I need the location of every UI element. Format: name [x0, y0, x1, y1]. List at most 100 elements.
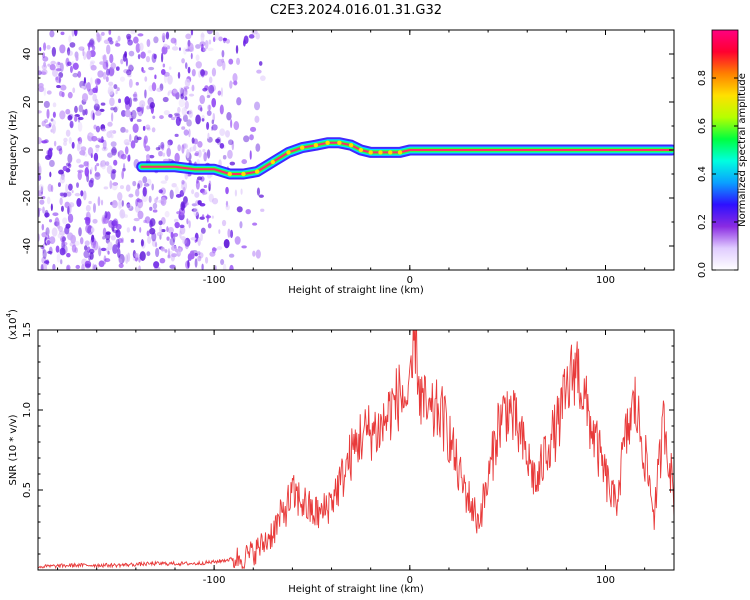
noise-blob: [107, 241, 113, 251]
noise-blob: [90, 238, 97, 249]
noise-blob: [111, 146, 117, 156]
noise-blob: [180, 201, 185, 211]
noise-blob: [119, 209, 126, 219]
ridge-peak-dot: [313, 143, 319, 148]
noise-blob: [112, 218, 119, 229]
noise-blob: [171, 88, 178, 97]
noise-blob: [190, 237, 197, 241]
noise-blob: [124, 109, 131, 118]
noise-blob: [74, 105, 78, 114]
noise-blob: [104, 210, 108, 219]
x-tick-label: 100: [596, 275, 615, 286]
noise-blob: [57, 61, 61, 66]
noise-blob: [117, 200, 122, 210]
noise-blob: [243, 135, 250, 143]
noise-blob: [59, 44, 66, 54]
ridge-peak-dot: [241, 171, 246, 177]
ridge-peak-dot: [227, 171, 232, 177]
noise-blob: [47, 63, 51, 67]
noise-blob: [57, 233, 64, 239]
noise-blob: [181, 58, 185, 64]
noise-blob: [236, 97, 242, 106]
noise-blob: [113, 84, 118, 90]
noise-blob: [140, 239, 144, 247]
noise-blob: [187, 66, 191, 74]
noise-blob: [161, 32, 166, 42]
noise-blob: [103, 255, 107, 265]
noise-blob: [74, 115, 78, 122]
noise-blob: [130, 140, 136, 149]
noise-blob: [102, 139, 107, 150]
noise-blob: [197, 149, 202, 158]
noise-blob: [178, 98, 185, 108]
noise-blob: [101, 55, 106, 60]
noise-blob: [38, 110, 42, 114]
noise-blob: [155, 247, 160, 258]
noise-blob: [249, 150, 252, 160]
noise-blob: [72, 87, 76, 94]
noise-blob: [122, 162, 126, 173]
noise-blob: [211, 126, 214, 131]
noise-blob: [170, 116, 176, 121]
ridge-peak-dot: [299, 145, 305, 150]
noise-blob: [177, 247, 182, 255]
noise-blob: [56, 253, 61, 263]
noise-blob: [188, 109, 193, 119]
noise-blob: [77, 116, 84, 121]
noise-blob: [255, 143, 261, 152]
noise-blob: [98, 260, 105, 268]
noise-blob: [196, 176, 203, 181]
noise-blob: [76, 158, 81, 164]
noise-blob: [71, 141, 75, 149]
noise-blob: [200, 33, 205, 38]
colorbar-tick-label: 0.6: [697, 118, 708, 134]
noise-blob: [129, 134, 132, 143]
noise-blob: [254, 101, 261, 111]
noise-blob: [99, 108, 105, 112]
noise-blob: [112, 244, 118, 255]
noise-blob: [241, 245, 247, 249]
noise-blob: [149, 154, 155, 159]
noise-blob: [243, 39, 246, 47]
noise-blob: [61, 241, 68, 246]
x-tick-label: -100: [203, 275, 226, 286]
noise-blob: [254, 115, 260, 123]
noise-blob: [84, 263, 91, 269]
noise-blob: [187, 42, 194, 52]
noise-blob: [250, 126, 257, 132]
noise-blob: [201, 263, 204, 270]
noise-blob: [214, 31, 220, 41]
noise-blob: [191, 84, 195, 92]
noise-blob: [178, 87, 184, 95]
noise-blob: [218, 36, 223, 42]
noise-blob: [219, 142, 225, 149]
noise-blob: [111, 169, 117, 174]
noise-blob: [194, 150, 200, 157]
noise-blob: [69, 65, 73, 73]
noise-blob: [109, 180, 113, 190]
noise-blob: [49, 171, 52, 178]
noise-blob: [58, 148, 63, 155]
noise-blob: [189, 93, 195, 97]
noise-blob: [92, 93, 97, 102]
noise-blob: [161, 45, 168, 55]
noise-blob: [126, 203, 133, 210]
noise-blob: [143, 219, 147, 224]
noise-blob: [169, 237, 175, 246]
noise-blob: [76, 198, 82, 207]
noise-blob: [55, 76, 59, 81]
noise-blob: [90, 60, 96, 64]
noise-blob: [168, 66, 172, 70]
noise-blob: [52, 111, 56, 118]
noise-blob: [41, 223, 45, 231]
noise-blob: [47, 183, 53, 192]
noise-blob: [197, 140, 203, 148]
noise-blob: [43, 87, 47, 97]
noise-blob: [41, 120, 46, 127]
noise-blob: [173, 232, 179, 237]
noise-blob: [107, 250, 110, 255]
noise-blob: [145, 55, 151, 63]
noise-blob: [71, 30, 75, 33]
noise-blob: [206, 30, 213, 35]
noise-blob: [89, 248, 95, 254]
